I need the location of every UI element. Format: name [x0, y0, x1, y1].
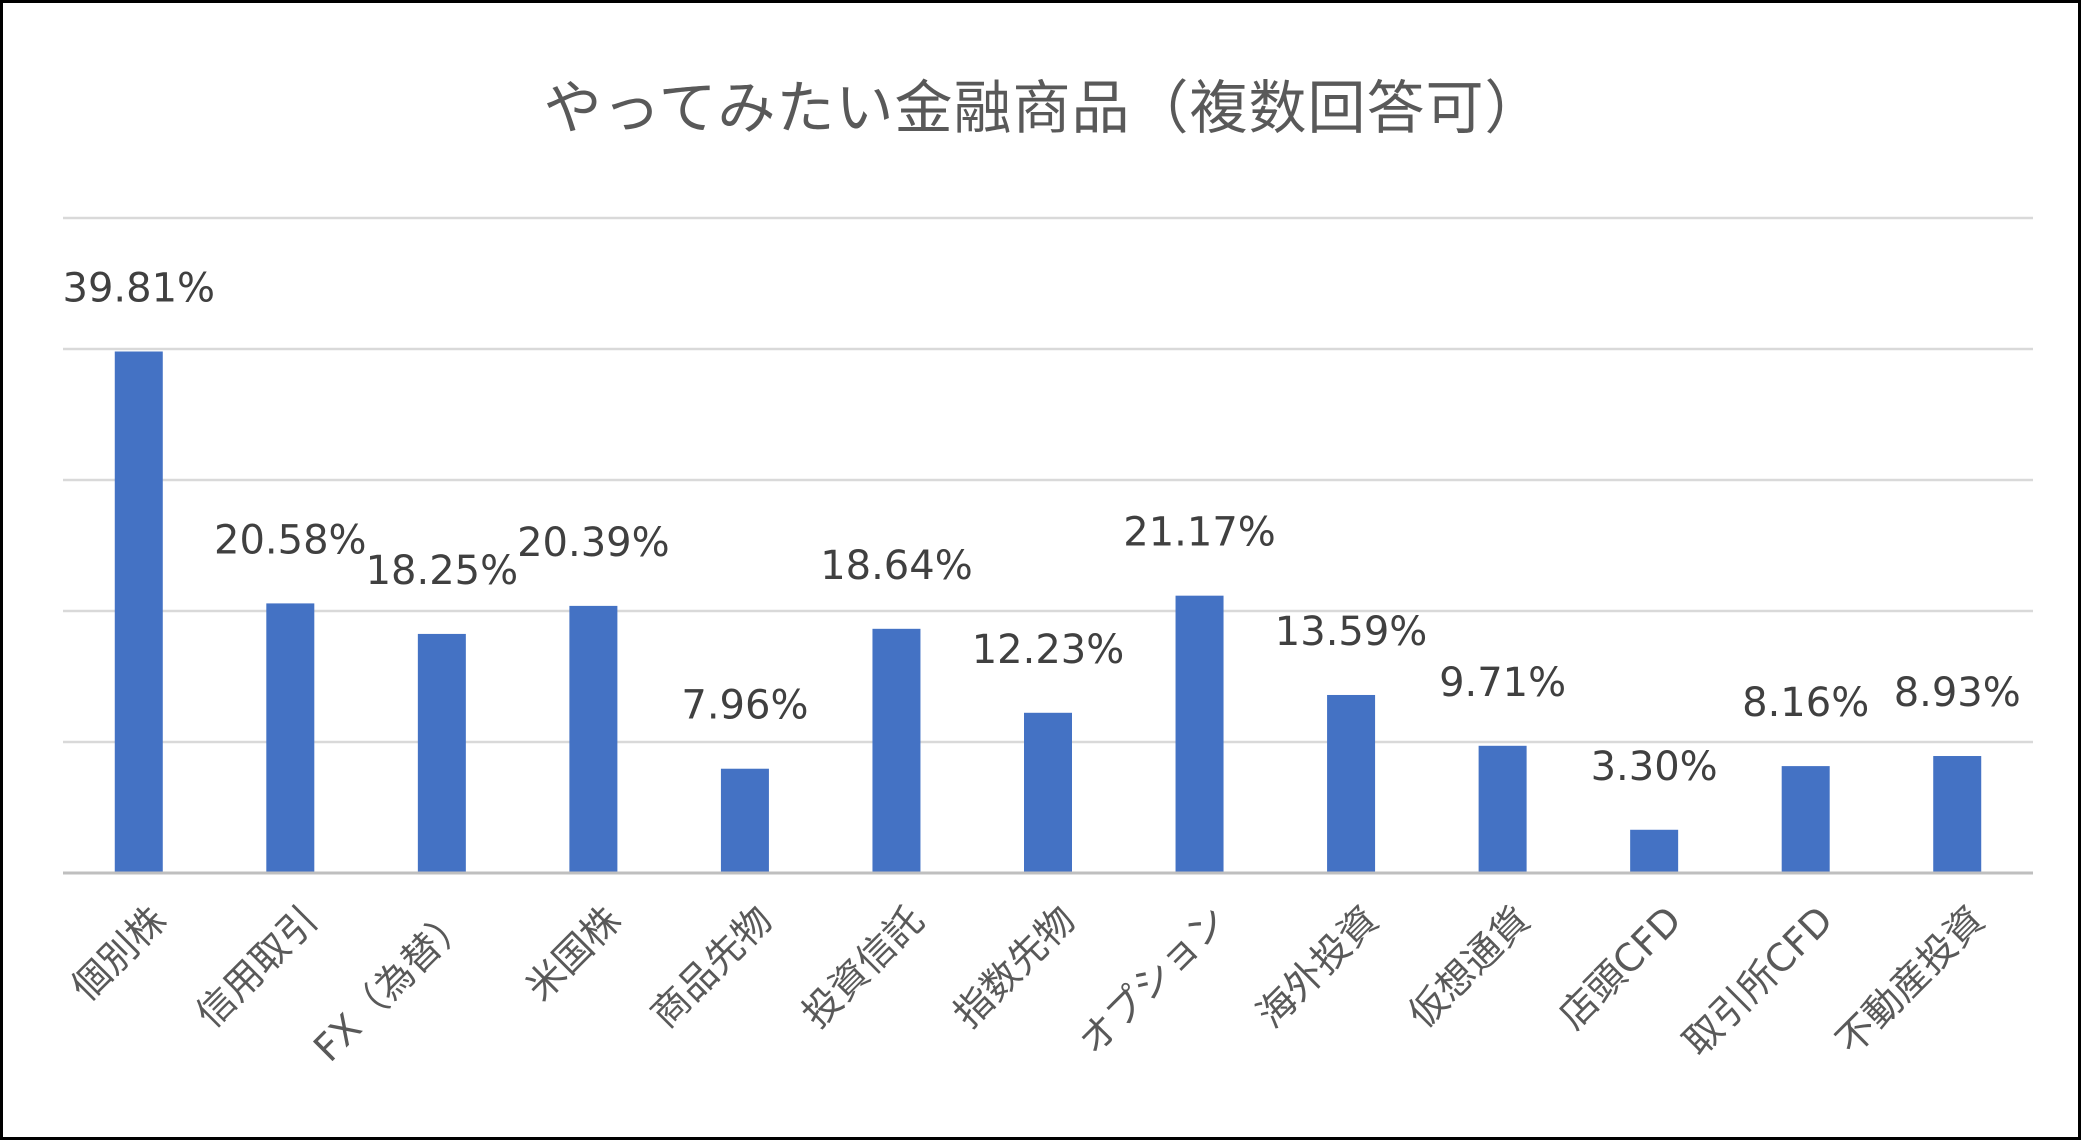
x-tick-label: 信用取引: [187, 898, 326, 1037]
x-tick-label: 投資信託: [794, 898, 933, 1037]
data-label: 20.58%: [214, 517, 367, 563]
bar: [569, 605, 618, 873]
bar: [1478, 745, 1527, 873]
bar: [417, 633, 466, 873]
data-label: 13.59%: [1275, 609, 1428, 655]
x-tick-label: 米国株: [517, 898, 629, 1010]
bar: [266, 603, 315, 873]
data-label: 8.93%: [1894, 670, 2021, 716]
bar: [1024, 712, 1072, 873]
x-tick-label: 不動産投資: [1828, 898, 1993, 1063]
x-tick-label: 商品先物: [642, 898, 781, 1037]
bar: [720, 768, 769, 873]
bar-chart: 39.81% 20.58%18.25%20.39% 7.96% 18.64% 12.23…: [63, 216, 2033, 1070]
x-tick-label: 店頭CFD: [1550, 898, 1690, 1038]
bar: [1327, 694, 1376, 873]
bars: [114, 351, 1982, 873]
gridlines: [63, 216, 2033, 744]
data-label: 39.81%: [63, 265, 216, 311]
x-tick-label: FX（為替）: [305, 898, 477, 1070]
bar: [872, 628, 921, 873]
data-label: 3.30%: [1591, 744, 1718, 790]
chart-title: やってみたい金融商品（複数回答可）: [543, 74, 1544, 142]
x-tick-label: 取引所CFD: [1675, 898, 1842, 1065]
data-label: 20.39%: [517, 520, 670, 566]
bar: [1175, 595, 1224, 873]
data-label: 18.25%: [366, 548, 519, 594]
x-tick-label: 指数先物: [945, 898, 1084, 1037]
x-tick-label: 個別株: [63, 898, 175, 1010]
data-label: 21.17%: [1123, 510, 1276, 556]
data-label: 9.71%: [1439, 660, 1566, 706]
bar: [1781, 766, 1830, 873]
data-label: 18.64%: [820, 543, 973, 589]
data-labels: 39.81% 20.58%18.25%20.39% 7.96% 18.64% 12.23…: [63, 265, 2021, 789]
x-tick-label: 海外投資: [1248, 898, 1387, 1037]
data-label: 7.96%: [681, 683, 808, 729]
data-label: 12.23%: [972, 627, 1125, 673]
x-tick-label: オプション: [1070, 898, 1235, 1063]
bar: [114, 351, 163, 873]
data-label: 8.16%: [1742, 680, 1869, 726]
x-tick-label: 仮想通貨: [1400, 898, 1539, 1037]
bar: [1933, 756, 1982, 873]
bar: [1630, 829, 1679, 873]
